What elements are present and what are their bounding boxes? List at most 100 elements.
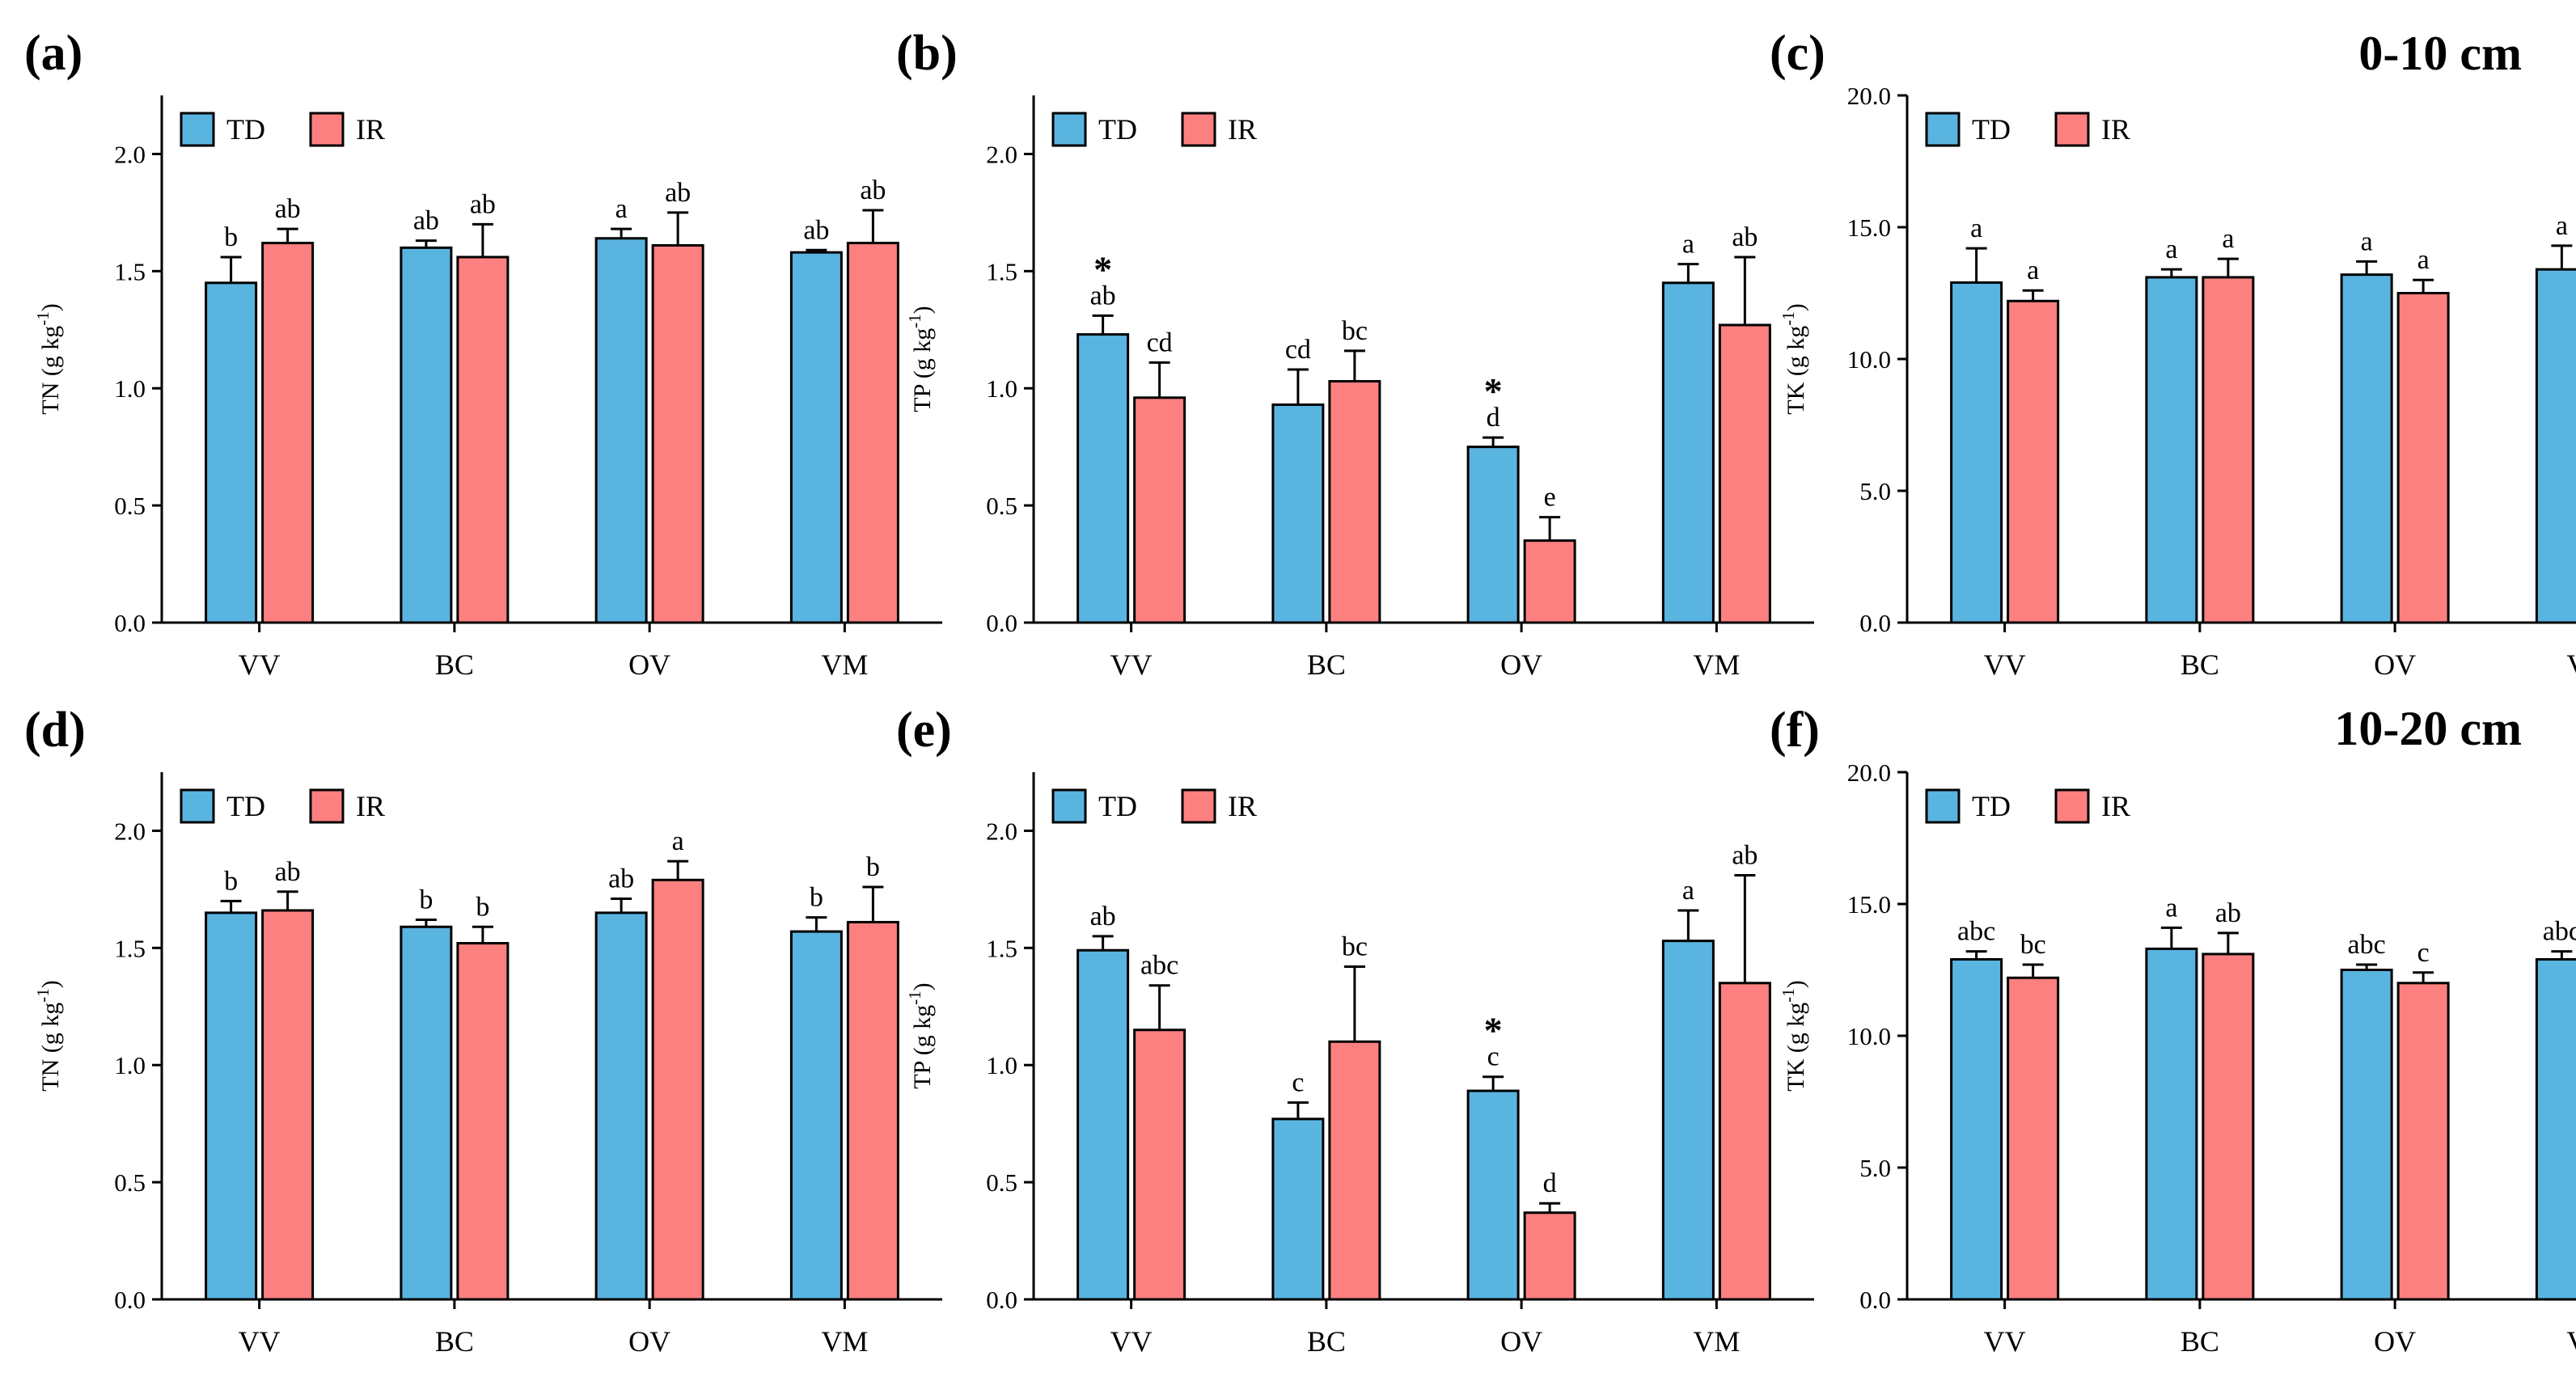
y-tick-label: 0.0 xyxy=(114,609,146,637)
x-tick-label: VM xyxy=(821,648,868,681)
bar-td-vv xyxy=(1077,333,1130,624)
significance-letter: ab xyxy=(2215,898,2241,928)
legend-label-td: TD xyxy=(1098,790,1137,822)
x-tick-label: VM xyxy=(821,1325,868,1358)
x-tick-label: VV xyxy=(1984,648,2026,681)
significance-letter: a xyxy=(2361,226,2373,256)
bar-td-ov xyxy=(2340,273,2393,624)
y-tick-label: 10.0 xyxy=(1847,345,1891,374)
significance-letter: a xyxy=(672,826,684,856)
significance-letter: ab xyxy=(275,857,301,887)
panel-letter: (a) xyxy=(24,26,82,81)
y-tick-label: 0.0 xyxy=(986,1286,1017,1314)
x-tick-label: VV xyxy=(1110,1325,1153,1358)
significance-letter: cd xyxy=(1147,327,1173,357)
y-tick-label: 1.5 xyxy=(114,934,146,962)
significance-letter: a xyxy=(1682,876,1694,906)
significance-letter: bc xyxy=(2020,930,2046,960)
legend-swatch-td xyxy=(180,788,215,824)
significance-letter: cd xyxy=(1285,335,1311,365)
significance-letter: ab xyxy=(275,194,301,224)
bar-ir-bc xyxy=(456,942,510,1301)
chart-panel-b: (b)0.00.51.01.52.0TP (g kg-1)TD IRab*cdVV… xyxy=(896,26,1814,681)
bar-td-ov xyxy=(594,911,648,1301)
y-axis-label: TP (g kg-1) xyxy=(905,306,936,412)
bar-td-vm xyxy=(789,251,843,624)
significance-star: * xyxy=(1484,1010,1503,1051)
significance-letter: c xyxy=(1487,1042,1499,1072)
y-tick-label: 0.0 xyxy=(114,1286,146,1314)
y-tick-label: 10.0 xyxy=(1847,1022,1891,1050)
y-tick-label: 15.0 xyxy=(1847,213,1891,242)
significance-letter: d xyxy=(1487,403,1500,433)
panel-letter: (b) xyxy=(896,26,958,81)
y-tick-label: 1.5 xyxy=(986,257,1017,285)
significance-letter: b xyxy=(866,852,880,882)
x-tick-label: OV xyxy=(628,648,670,681)
bar-ir-ov xyxy=(2396,292,2450,624)
legend-label-ir: IR xyxy=(2101,790,2130,822)
x-tick-label: VM xyxy=(2566,648,2576,681)
bar-td-vm xyxy=(1661,940,1715,1301)
significance-letter: ab xyxy=(413,206,439,236)
significance-letter: b xyxy=(476,892,489,922)
y-axis-label: TK (g kg-1) xyxy=(1779,980,1809,1091)
significance-letter: ab xyxy=(860,175,886,205)
legend-swatch-td xyxy=(1051,788,1087,824)
x-tick-label: BC xyxy=(435,648,474,681)
x-tick-label: BC xyxy=(2181,648,2219,681)
panel-letter: (f) xyxy=(1770,703,1820,758)
bar-td-bc xyxy=(400,246,453,624)
y-tick-label: 5.0 xyxy=(1859,477,1891,505)
bar-ir-bc xyxy=(2202,952,2255,1301)
y-axis-label: TN (g kg-1) xyxy=(33,303,64,414)
significance-letter: a xyxy=(2165,893,2177,923)
bar-td-vm xyxy=(2535,957,2576,1301)
x-tick-label: VV xyxy=(1110,648,1153,681)
y-tick-label: 0.5 xyxy=(114,1168,146,1197)
legend-label-ir: IR xyxy=(1228,113,1257,146)
y-tick-label: 20.0 xyxy=(1847,758,1891,787)
depth-label-bottom: 10-20 cm xyxy=(2334,702,2522,755)
legend-label-ir: IR xyxy=(2101,113,2130,146)
significance-letter: ab xyxy=(665,178,691,208)
bar-td-ov xyxy=(2340,969,2393,1301)
bar-td-vm xyxy=(1661,281,1715,624)
x-tick-label: VM xyxy=(1693,1325,1740,1358)
legend-label-ir: IR xyxy=(356,790,385,822)
x-tick-label: OV xyxy=(2374,1325,2416,1358)
bar-ir-vv xyxy=(261,242,315,624)
significance-letter: bc xyxy=(1342,932,1368,962)
bar-ir-ov xyxy=(1523,539,1576,624)
bar-td-vv xyxy=(205,281,258,624)
significance-letter: abc xyxy=(1957,917,1995,947)
legend-swatch-ir xyxy=(2054,112,2090,147)
y-tick-label: 2.0 xyxy=(114,817,146,845)
significance-letter: a xyxy=(2556,211,2568,241)
y-tick-label: 1.0 xyxy=(986,1051,1017,1079)
significance-letter: b xyxy=(810,883,823,913)
bar-ir-ov xyxy=(1523,1211,1576,1301)
legend-swatch-ir xyxy=(309,112,345,147)
bar-td-vv xyxy=(205,911,258,1301)
bar-ir-vm xyxy=(1718,982,1771,1301)
x-tick-label: VM xyxy=(2566,1325,2576,1358)
significance-letter: bc xyxy=(1342,316,1368,346)
depth-label-top: 0-10 cm xyxy=(2358,27,2522,80)
legend-label-ir: IR xyxy=(356,113,385,146)
x-tick-label: BC xyxy=(2181,1325,2219,1358)
significance-star: * xyxy=(1093,248,1112,289)
significance-letter: abc xyxy=(1140,951,1178,981)
bar-ir-bc xyxy=(1328,1040,1381,1301)
significance-star: * xyxy=(1484,370,1503,412)
y-tick-label: 1.0 xyxy=(114,374,146,403)
panel-letter: (e) xyxy=(896,703,952,758)
legend-swatch-ir xyxy=(1181,788,1216,824)
panel-letter: (c) xyxy=(1770,26,1825,81)
legend-label-td: TD xyxy=(226,790,265,822)
y-tick-label: 0.0 xyxy=(986,609,1017,637)
x-tick-label: VV xyxy=(239,648,281,681)
